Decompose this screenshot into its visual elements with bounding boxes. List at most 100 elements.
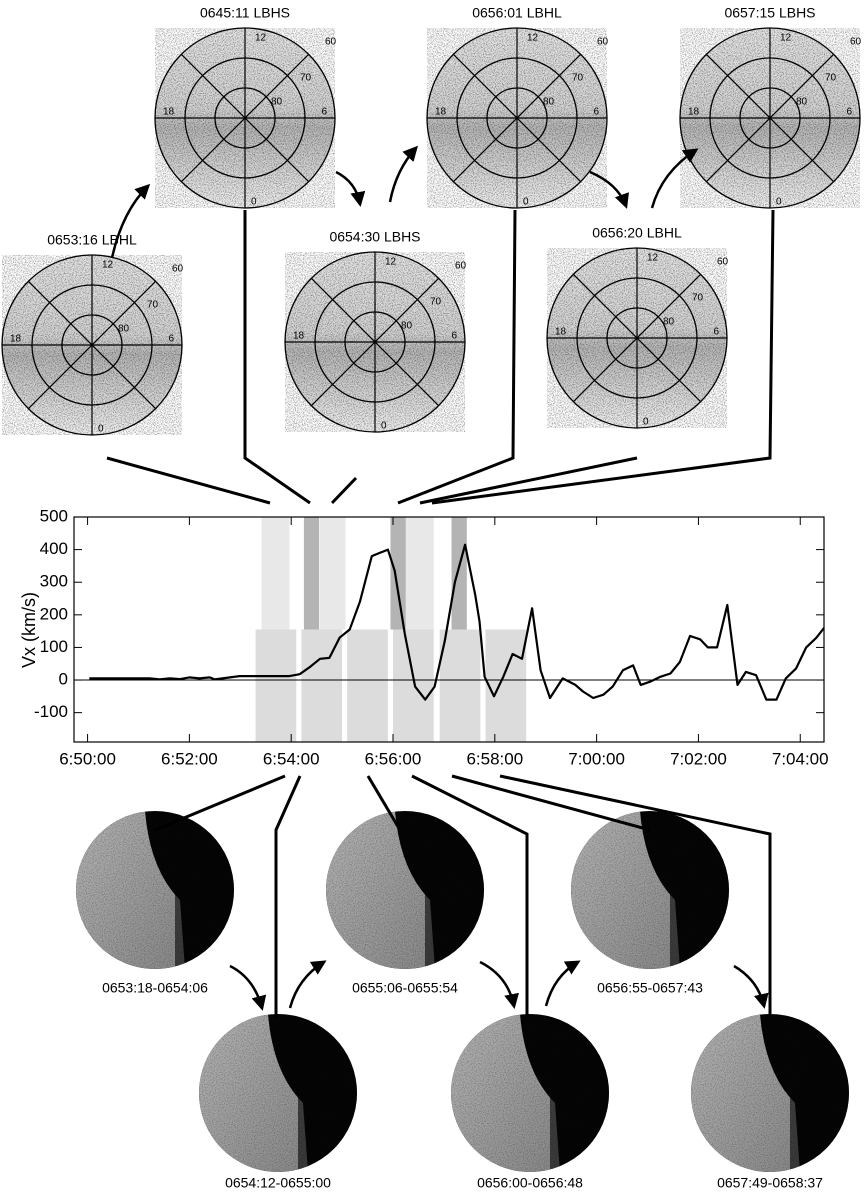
polar-image: 0653:16 LBHL126070801860 [2, 232, 184, 435]
dial-label: 12 [780, 33, 792, 44]
dial-label: 6 [846, 107, 852, 118]
dial-label: 0 [776, 197, 782, 208]
dial-label: 18 [435, 107, 447, 118]
dial-label: 6 [451, 331, 457, 342]
camera-label: 0657:49-0658:37 [717, 1175, 823, 1191]
dial-label: 80 [271, 97, 283, 108]
camera-label: 0656:55-0657:43 [597, 980, 703, 996]
camera-label: 0655:06-0655:54 [352, 980, 458, 996]
dial-label: 70 [300, 73, 312, 84]
y-tick-label: 100 [40, 637, 68, 656]
y-tick-label: -100 [34, 702, 68, 721]
dial-label: 70 [147, 300, 159, 311]
y-tick-label: 400 [40, 539, 68, 558]
dial-label: 18 [293, 331, 305, 342]
page: Vx (km/s) -100 0 100 200 300 400 500 6:50:00 6:5… [0, 0, 864, 1194]
x-tick-label: 6:56:00 [365, 749, 422, 768]
dial-label: 0 [98, 424, 104, 435]
dial-label: 6 [321, 107, 327, 118]
shaded-interval [304, 517, 319, 630]
dial-label: 60 [597, 37, 609, 48]
dial-label: 80 [543, 97, 555, 108]
dial-label: 80 [796, 97, 808, 108]
camera-label: 0656:00-0656:48 [477, 1175, 583, 1191]
y-tick-label: 0 [59, 670, 68, 689]
shaded-interval [320, 517, 345, 630]
camera-label: 0654:12-0655:00 [225, 1175, 331, 1191]
camera-image: 0657:49-0658:37 [691, 1014, 864, 1191]
shaded-interval [390, 517, 405, 630]
camera-image: 0654:12-0655:00 [199, 1014, 377, 1191]
dark-overlay [425, 811, 504, 969]
dial-label: 6 [168, 334, 174, 345]
y-tick-label: 200 [40, 604, 68, 623]
dial-label: 18 [10, 334, 22, 345]
dark-overlay [670, 811, 749, 969]
dial-label: 60 [717, 257, 729, 268]
x-tick-label: 6:50:00 [59, 749, 116, 768]
shaded-interval [452, 517, 467, 630]
dial-label: 70 [825, 73, 837, 84]
dark-overlay [298, 1014, 377, 1172]
x-tick-label: 7:02:00 [670, 749, 727, 768]
dial-label: 0 [381, 421, 387, 432]
camera-image: 0653:18-0654:06 [76, 811, 254, 996]
dark-overlay [175, 811, 254, 969]
x-tick-label: 7:00:00 [568, 749, 625, 768]
figure: Vx (km/s) -100 0 100 200 300 400 500 6:50:00 6:5… [0, 0, 864, 1194]
polar-title: 0657:15 LBHS [724, 5, 815, 21]
polar-title: 0653:16 LBHL [47, 232, 137, 248]
y-axis-label: Vx (km/s) [19, 592, 39, 668]
dial-label: 70 [430, 297, 442, 308]
polar-image: 0656:01 LBHL126070801860 [427, 5, 609, 208]
dial-label: 6 [593, 107, 599, 118]
dial-label: 18 [163, 107, 175, 118]
shaded-interval [485, 630, 526, 743]
dial-label: 80 [663, 317, 675, 328]
shaded-interval [393, 630, 434, 743]
camera-image: 0656:00-0656:48 [451, 1014, 629, 1191]
dial-label: 12 [647, 253, 659, 264]
x-tick-label: 6:54:00 [263, 749, 320, 768]
dial-label: 12 [102, 260, 114, 271]
dial-label: 12 [385, 257, 397, 268]
shaded-interval [406, 517, 434, 630]
dial-label: 60 [455, 261, 467, 272]
y-tick-label: 500 [40, 506, 68, 525]
dial-label: 0 [251, 197, 257, 208]
dial-label: 0 [643, 417, 649, 428]
dark-overlay [550, 1014, 629, 1172]
camera-image: 0656:55-0657:43 [571, 811, 749, 996]
camera-image: 0655:06-0655:54 [326, 811, 504, 996]
dial-label: 60 [172, 264, 184, 275]
camera-label: 0653:18-0654:06 [102, 980, 208, 996]
y-tick-label: 300 [40, 572, 68, 591]
dial-label: 0 [523, 197, 529, 208]
dark-overlay [790, 1014, 864, 1172]
dial-label: 70 [692, 293, 704, 304]
x-tick-label: 6:52:00 [161, 749, 218, 768]
shaded-interval [262, 517, 290, 630]
dial-label: 60 [325, 37, 337, 48]
polar-title: 0656:01 LBHL [472, 5, 562, 21]
dial-label: 80 [401, 321, 413, 332]
dial-label: 70 [572, 73, 584, 84]
dial-label: 6 [713, 327, 719, 338]
dial-label: 80 [118, 324, 130, 335]
x-tick-label: 6:58:00 [466, 749, 523, 768]
plot: -100 0 100 200 300 400 500 6:50:00 6:52:00 6:54:0… [34, 506, 829, 768]
shaded-interval [440, 630, 481, 743]
shaded-interval [347, 630, 388, 743]
x-tick-label: 7:04:00 [772, 749, 829, 768]
dial-label: 12 [255, 33, 267, 44]
dial-label: 18 [555, 327, 567, 338]
dial-label: 12 [527, 33, 539, 44]
polar-title: 0654:30 LBHS [329, 229, 420, 245]
shaded-interval [256, 630, 297, 743]
polar-title: 0656:20 LBHL [592, 225, 682, 241]
polar-title: 0645:11 LBHS [200, 5, 290, 21]
